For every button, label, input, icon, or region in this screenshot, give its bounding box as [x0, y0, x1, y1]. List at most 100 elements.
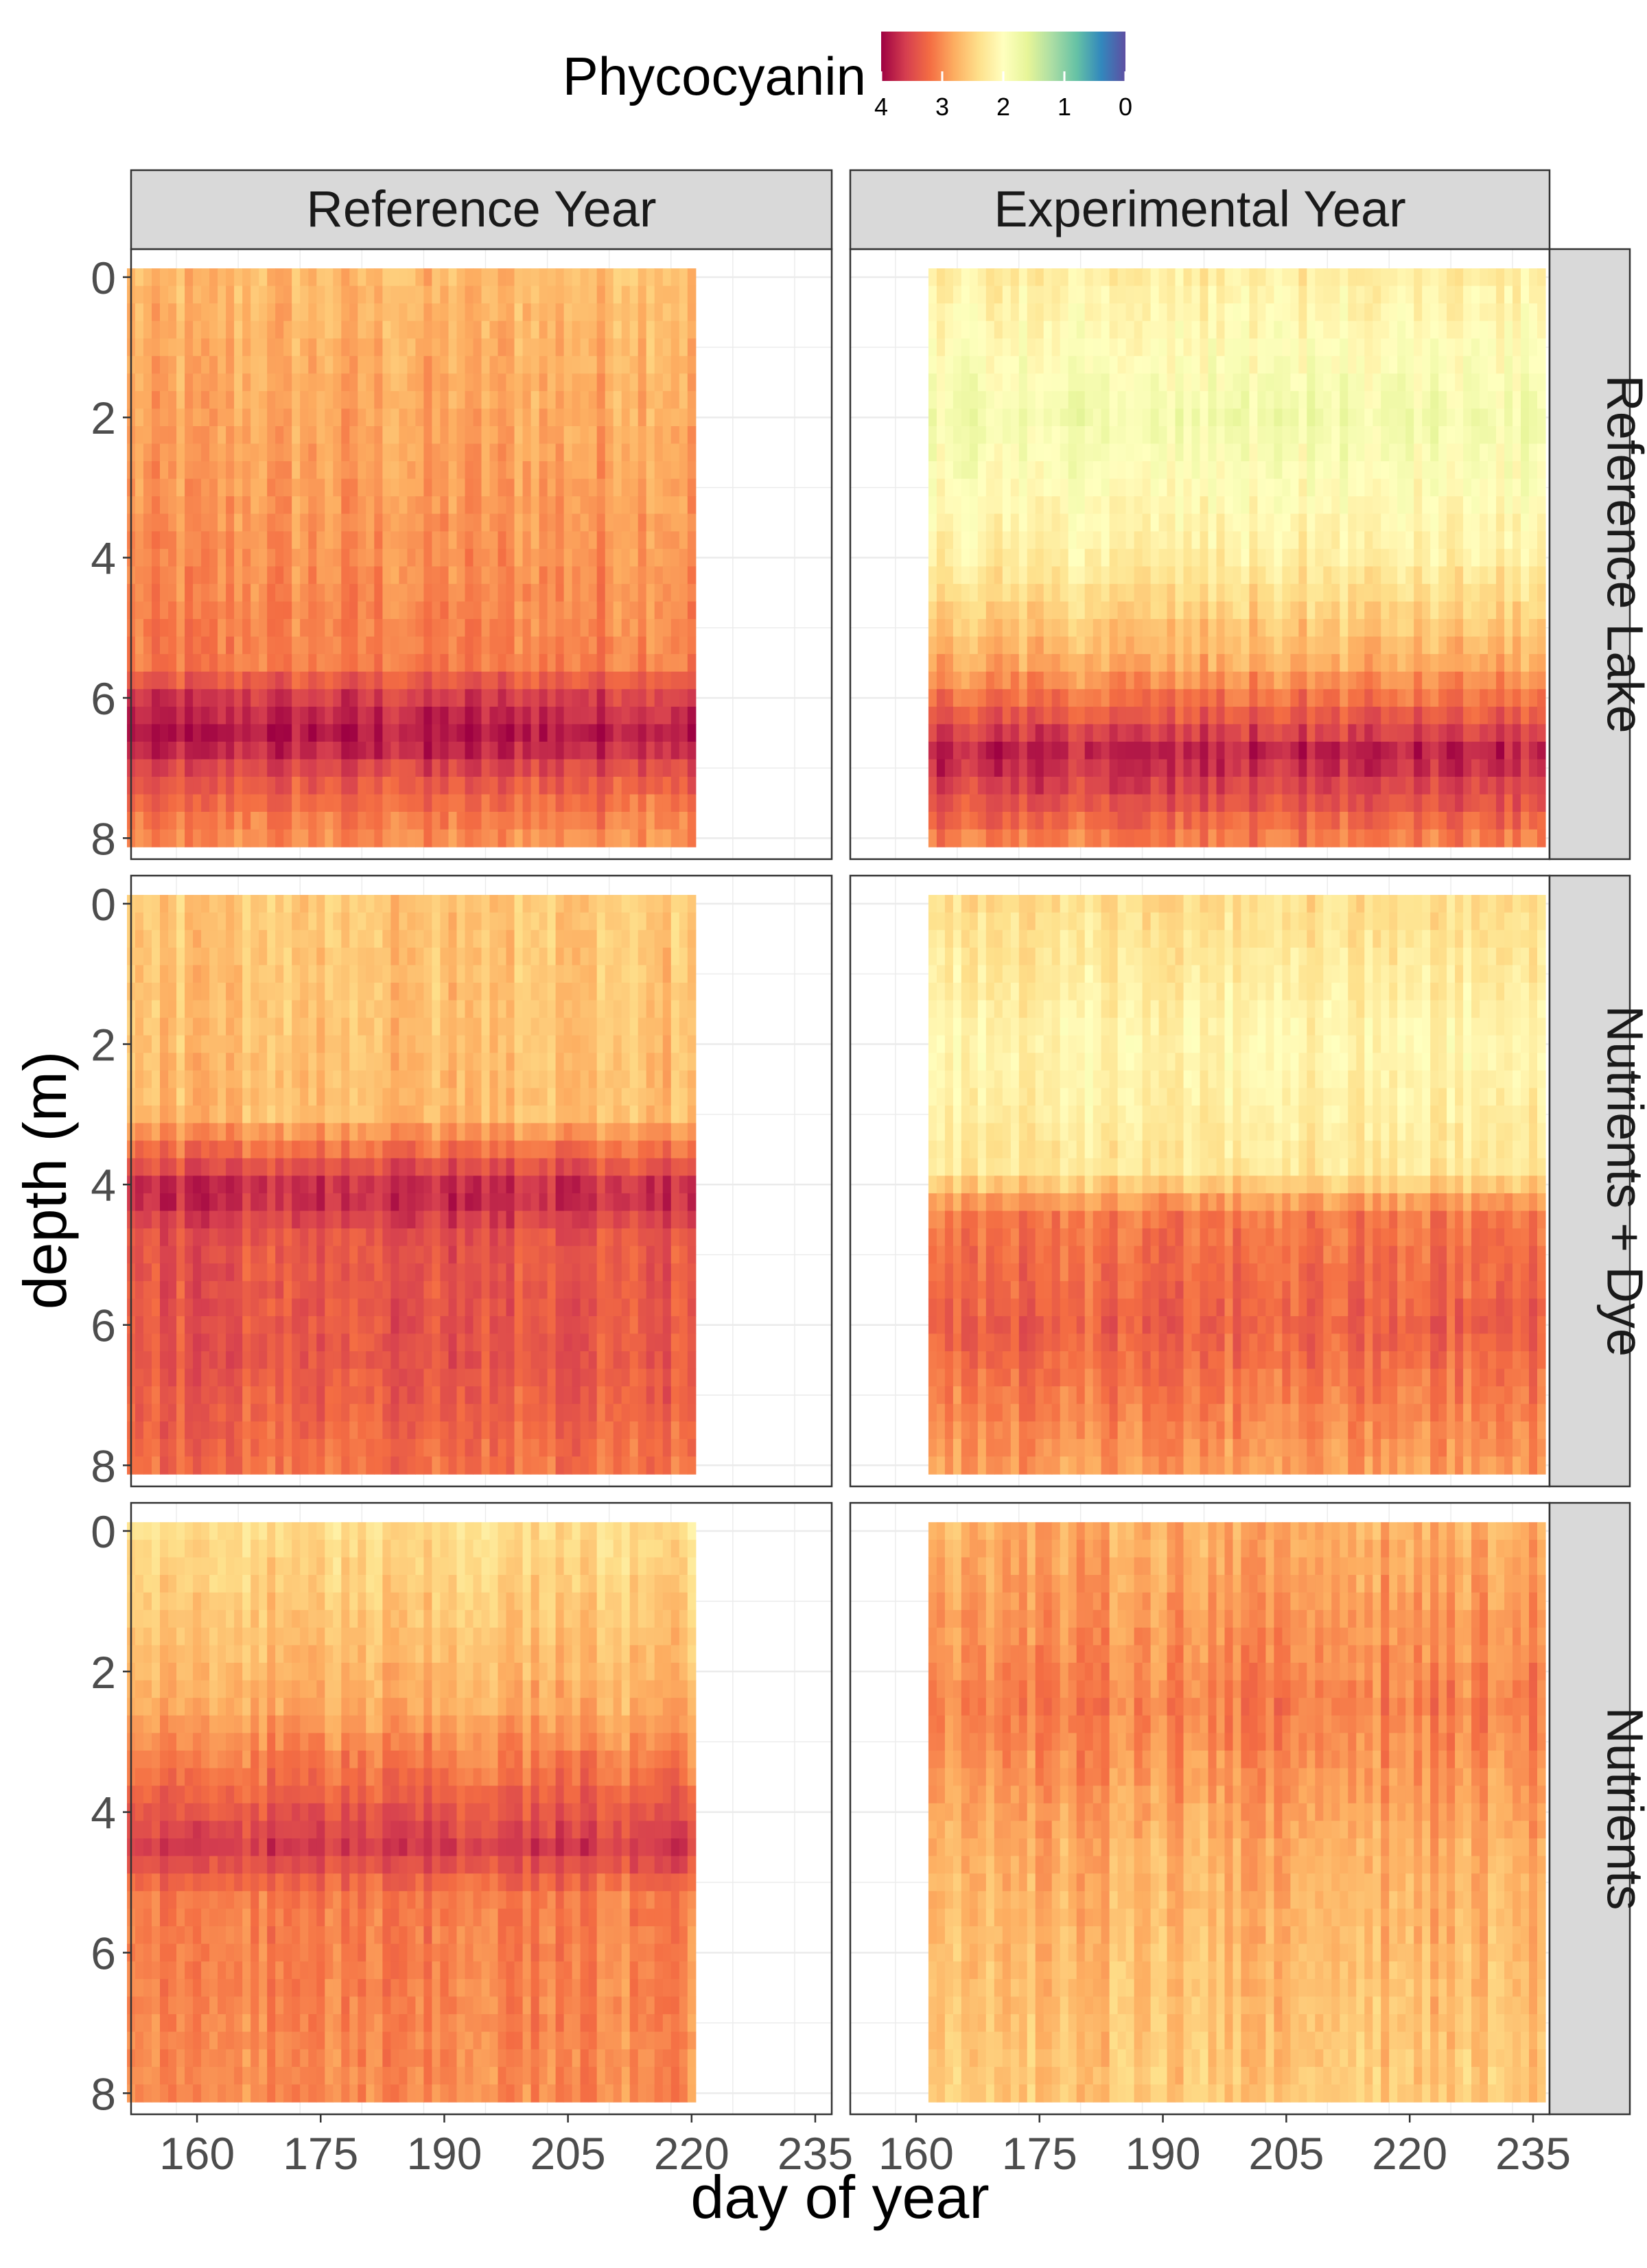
heat-cell	[1307, 461, 1316, 479]
heat-cell	[490, 566, 499, 584]
heat-cell	[308, 654, 317, 672]
heat-cell	[506, 584, 515, 602]
heat-cell	[168, 742, 177, 760]
heat-cell	[1282, 479, 1291, 497]
heat-cell	[1151, 496, 1160, 514]
heat-cell	[1019, 795, 1028, 812]
heat-cell	[1315, 321, 1324, 339]
heat-cell	[970, 742, 979, 760]
heat-cell	[457, 830, 466, 847]
heat-cell	[589, 584, 598, 602]
heat-cell	[970, 496, 979, 514]
heat-cell	[143, 549, 152, 567]
heat-cell	[970, 759, 979, 777]
heat-cell	[498, 619, 507, 637]
heat-cell	[1397, 584, 1406, 602]
heat-cell	[961, 409, 970, 427]
heat-cell	[250, 672, 259, 690]
heat-cell	[1101, 303, 1110, 321]
heat-cell	[572, 654, 581, 672]
heat-cell	[1331, 742, 1340, 760]
heat-cell	[1200, 830, 1209, 847]
heat-cell	[1529, 356, 1538, 374]
heat-cell	[325, 496, 334, 514]
heat-cell	[358, 549, 366, 567]
heat-cell	[399, 356, 408, 374]
heat-cell	[1405, 496, 1414, 514]
heat-cell	[152, 1018, 161, 1036]
heat-cell	[1027, 461, 1036, 479]
heat-cell	[316, 759, 325, 777]
heat-cell	[152, 759, 161, 777]
heat-cell	[581, 268, 589, 286]
heat-cell	[152, 830, 161, 847]
heat-cell	[1167, 479, 1176, 497]
heat-cell	[152, 1193, 161, 1211]
heat-cell	[970, 409, 979, 427]
heat-cell	[482, 654, 491, 672]
heat-cell	[556, 409, 565, 427]
heat-cell	[1085, 479, 1094, 497]
heat-cell	[283, 812, 292, 830]
heat-cell	[325, 672, 334, 690]
heat-cell	[275, 286, 284, 304]
heat-cell	[1512, 531, 1521, 549]
heat-cell	[531, 795, 540, 812]
heat-cell	[638, 812, 647, 830]
heat-cell	[176, 338, 185, 356]
heat-cell	[1521, 356, 1530, 374]
heat-cell	[449, 602, 458, 620]
heat-cell	[1217, 619, 1226, 637]
heat-cell	[1315, 602, 1324, 620]
heat-cell	[1225, 742, 1234, 760]
heat-cell	[622, 654, 631, 672]
heat-cell	[1265, 321, 1274, 339]
heat-cell	[1134, 531, 1143, 549]
heat-cell	[1167, 409, 1176, 427]
heat-cell	[1085, 286, 1094, 304]
heat-cell	[1372, 584, 1381, 602]
heat-cell	[1521, 479, 1530, 497]
heat-cell	[1068, 672, 1077, 690]
heat-cell	[349, 672, 358, 690]
heat-cell	[325, 338, 334, 356]
heat-cell	[961, 619, 970, 637]
heat-cell	[646, 637, 655, 655]
heat-cell	[185, 795, 194, 812]
heat-cell	[1200, 531, 1209, 549]
heat-cell	[1093, 777, 1102, 795]
heat-cell	[1529, 742, 1538, 760]
heat-cell	[1463, 654, 1472, 672]
heat-cell	[1323, 830, 1332, 847]
heat-cell	[961, 356, 970, 374]
heat-cell	[449, 268, 458, 286]
heat-cell	[201, 373, 210, 391]
heat-cell	[234, 391, 243, 409]
heat-cell	[1019, 268, 1028, 286]
heat-cell	[1372, 689, 1381, 707]
heat-cell	[1027, 619, 1036, 637]
heat-cell	[646, 689, 655, 707]
heat-cell	[349, 496, 358, 514]
heat-cell	[1340, 531, 1348, 549]
heat-cell	[143, 461, 152, 479]
heat-cell	[168, 707, 177, 725]
heat-cell	[548, 566, 557, 584]
heat-cell	[275, 707, 284, 725]
heat-cell	[622, 830, 631, 847]
heat-cell	[1233, 426, 1242, 444]
heat-cell	[1290, 373, 1299, 391]
heat-cell	[316, 286, 325, 304]
heat-cell	[152, 549, 161, 567]
heat-cell	[1044, 549, 1053, 567]
heat-cell	[1052, 391, 1061, 409]
heat-cell	[226, 602, 235, 620]
heat-cell	[1249, 496, 1258, 514]
heat-cell	[1052, 461, 1061, 479]
heat-cell	[1126, 514, 1135, 532]
heat-cell	[482, 356, 491, 374]
heat-cell	[333, 619, 342, 637]
heat-cell	[1044, 356, 1053, 374]
heat-cell	[597, 777, 606, 795]
